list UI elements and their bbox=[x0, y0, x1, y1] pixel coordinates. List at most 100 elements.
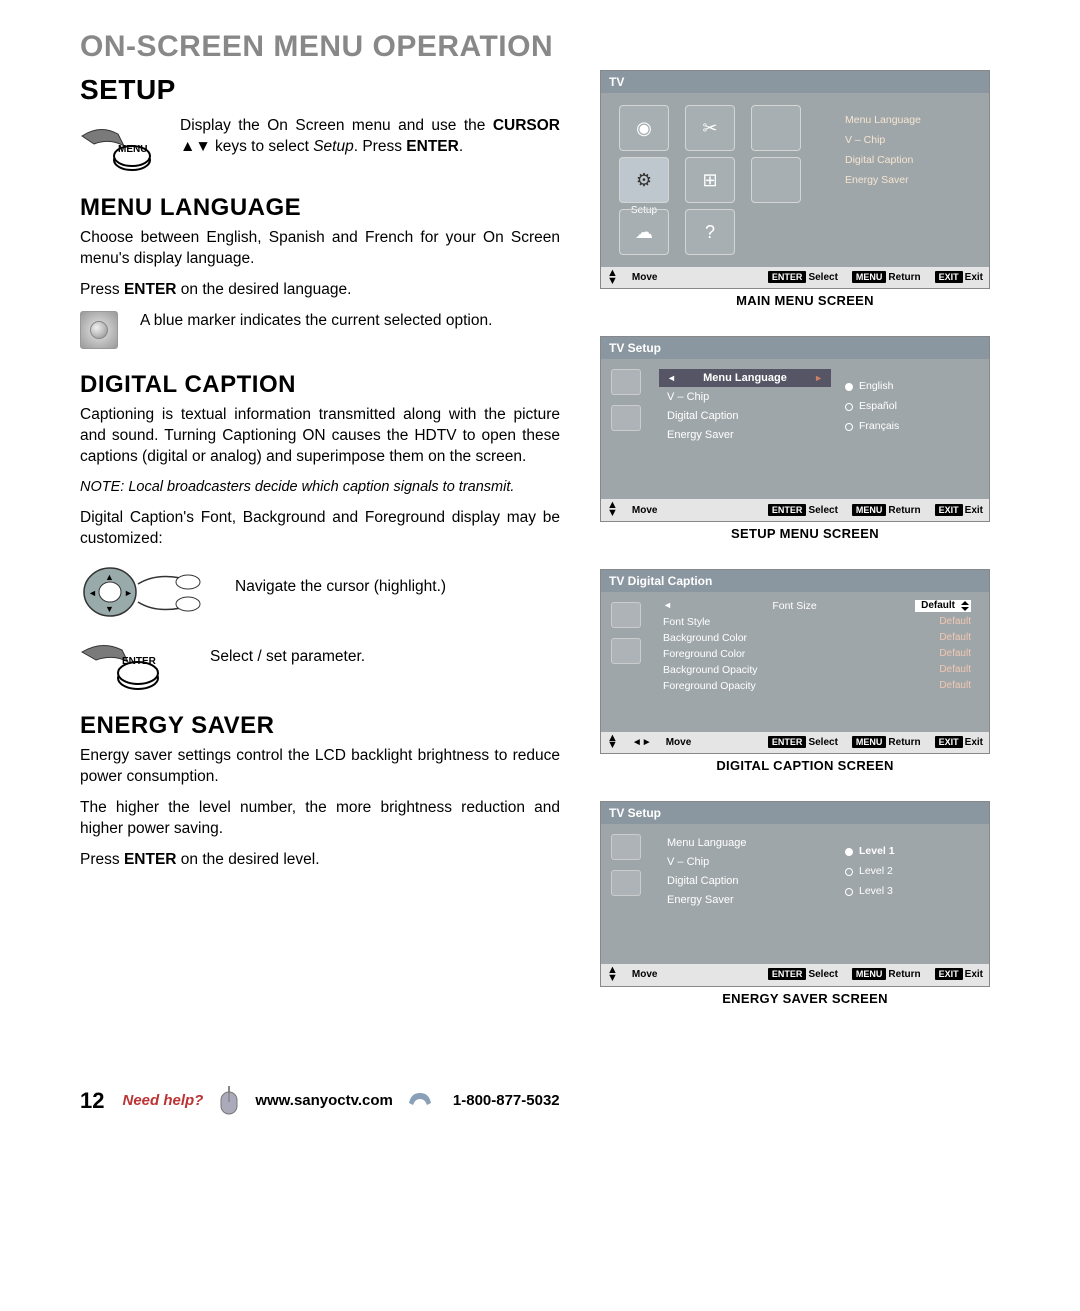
footer-exit: Exit bbox=[965, 505, 983, 516]
tv-footer: ▲▼Move ENTERSelect MENUReturn EXITExit bbox=[601, 267, 989, 288]
footer-exit: Exit bbox=[965, 737, 983, 748]
menu-button-icon: MENU bbox=[80, 116, 162, 172]
tv-footer: ▲▼◄►Move ENTERSelect MENUReturn EXITExit bbox=[601, 732, 989, 753]
exit-btn-label: EXIT bbox=[935, 736, 963, 748]
digital-caption-p2: Digital Caption's Font, Background and F… bbox=[80, 508, 560, 550]
footer-select: Select bbox=[808, 737, 837, 748]
setup-list: Menu Language V – Chip Digital Caption E… bbox=[651, 359, 839, 499]
marker-text: A blue marker indicates the current sele… bbox=[140, 311, 560, 332]
setup-caption: SETUP MENU SCREEN bbox=[600, 526, 1010, 541]
list-item: Menu Language bbox=[703, 372, 787, 384]
footer-url: www.sanyoctv.com bbox=[255, 1092, 393, 1109]
mouse-icon bbox=[215, 1084, 243, 1118]
setup-word: Setup bbox=[313, 138, 354, 155]
main-caption: MAIN MENU SCREEN bbox=[600, 293, 1010, 308]
row-value: Default bbox=[939, 648, 971, 660]
need-help-text: Need help? bbox=[122, 1092, 203, 1109]
setup-heading: SETUP bbox=[80, 74, 560, 106]
enter-btn-label: ENTER bbox=[768, 504, 807, 516]
nav-text: Navigate the cursor (highlight.) bbox=[235, 577, 560, 598]
page-title: ON-SCREEN MENU OPERATION bbox=[80, 30, 1010, 64]
option-item: Level 1 bbox=[859, 842, 895, 862]
text: Display the On Screen menu and use the bbox=[180, 117, 493, 134]
cursor-pad-icon: ▲ ▼ ◄ ► bbox=[80, 564, 205, 620]
menu-btn-label: MENU bbox=[852, 968, 887, 980]
row-label: Background Color bbox=[663, 632, 747, 644]
option-item: English bbox=[859, 377, 893, 397]
list-item: Digital Caption bbox=[659, 407, 831, 425]
row-value: Default bbox=[939, 664, 971, 676]
enter-button-icon: ENTER bbox=[80, 634, 180, 690]
row-label: Font Size bbox=[772, 600, 816, 612]
list-item: Energy Saver bbox=[659, 426, 831, 444]
energy-list: Menu Language V – Chip Digital Caption E… bbox=[651, 824, 839, 964]
select-text: Select / set parameter. bbox=[210, 647, 560, 668]
footer-select: Select bbox=[808, 969, 837, 980]
exit-btn-label: EXIT bbox=[935, 504, 963, 516]
main-menu-screenshot: TV ◉✂ ⚙Setup⊞ ☁? Menu Language V – Chip … bbox=[600, 70, 990, 289]
caption-rows: Font Size Default Font Style Default Backg… bbox=[651, 592, 989, 732]
list-item: Energy Saver bbox=[845, 171, 983, 191]
digital-caption-screenshot: TV Digital Caption Font SizeDefault Font… bbox=[600, 569, 990, 754]
digital-caption-p1: Captioning is textual information transm… bbox=[80, 405, 560, 468]
energy-saver-screenshot: TV Setup Menu Language V – Chip Digital … bbox=[600, 801, 990, 986]
left-column: SETUP MENU Display the On Screen menu an… bbox=[80, 70, 560, 1034]
phone-icon bbox=[405, 1089, 435, 1113]
list-item: V – Chip bbox=[659, 853, 831, 871]
svg-text:►: ► bbox=[124, 588, 133, 598]
enter-word: ENTER bbox=[124, 851, 177, 868]
menu-btn-label: MENU bbox=[852, 504, 887, 516]
energy-saver-p3: Press ENTER on the desired level. bbox=[80, 850, 560, 871]
digital-caption-note: NOTE: Local broadcasters decide which ca… bbox=[80, 478, 560, 497]
list-item: V – Chip bbox=[659, 388, 831, 406]
footer-return: Return bbox=[888, 737, 920, 748]
row-label: Foreground Color bbox=[663, 648, 745, 660]
caption-caption: DIGITAL CAPTION SCREEN bbox=[600, 758, 1010, 773]
footer-return: Return bbox=[888, 505, 920, 516]
footer-move: Move bbox=[632, 505, 658, 516]
energy-caption: ENERGY SAVER SCREEN bbox=[600, 991, 1010, 1006]
text: Press bbox=[80, 281, 124, 298]
energy-saver-p1: Energy saver settings control the LCD ba… bbox=[80, 746, 560, 788]
menu-language-p2: Press ENTER on the desired language. bbox=[80, 280, 560, 301]
setup-options: English Español Français bbox=[839, 359, 989, 499]
list-item: Energy Saver bbox=[659, 891, 831, 909]
tv-header: TV Setup bbox=[601, 802, 989, 824]
row-value: Default bbox=[939, 632, 971, 644]
energy-options: Level 1 Level 2 Level 3 bbox=[839, 824, 989, 964]
text: . bbox=[459, 138, 463, 155]
text: on the desired language. bbox=[176, 281, 351, 298]
menu-btn-label: MENU bbox=[852, 736, 887, 748]
text: Press bbox=[80, 851, 124, 868]
tv-footer: ▲▼Move ENTERSelect MENUReturn EXITExit bbox=[601, 499, 989, 520]
menu-language-p1: Choose between English, Spanish and Fren… bbox=[80, 228, 560, 270]
footer-exit: Exit bbox=[965, 969, 983, 980]
svg-text:ENTER: ENTER bbox=[122, 656, 157, 667]
setup-intro: Display the On Screen menu and use the C… bbox=[180, 116, 560, 158]
list-item: Menu Language bbox=[845, 111, 983, 131]
list-item: Menu Language bbox=[659, 834, 831, 852]
exit-btn-label: EXIT bbox=[935, 968, 963, 980]
row-label: Font Style bbox=[663, 616, 710, 628]
option-item: Español bbox=[859, 397, 897, 417]
energy-saver-p2: The higher the level number, the more br… bbox=[80, 798, 560, 840]
svg-text:▲: ▲ bbox=[105, 572, 114, 582]
footer-select: Select bbox=[808, 272, 837, 283]
list-item: Digital Caption bbox=[845, 151, 983, 171]
svg-text:▼: ▼ bbox=[105, 604, 114, 614]
main-right-list: Menu Language V – Chip Digital Caption E… bbox=[839, 93, 989, 267]
footer-exit: Exit bbox=[965, 272, 983, 283]
svg-text:MENU: MENU bbox=[118, 144, 147, 155]
digital-caption-heading: DIGITAL CAPTION bbox=[80, 371, 560, 399]
energy-saver-heading: ENERGY SAVER bbox=[80, 712, 560, 740]
enter-btn-label: ENTER bbox=[768, 968, 807, 980]
tv-icon-grid: ◉✂ ⚙Setup⊞ ☁? bbox=[611, 93, 839, 267]
footer-phone: 1-800-877-5032 bbox=[453, 1092, 560, 1109]
enter-btn-label: ENTER bbox=[768, 736, 807, 748]
row-value: Default bbox=[939, 680, 971, 692]
option-item: Français bbox=[859, 417, 899, 437]
tv-header: TV bbox=[601, 71, 989, 93]
text: on the desired level. bbox=[176, 851, 319, 868]
enter-word: ENTER bbox=[124, 281, 177, 298]
menu-language-heading: MENU LANGUAGE bbox=[80, 194, 560, 222]
